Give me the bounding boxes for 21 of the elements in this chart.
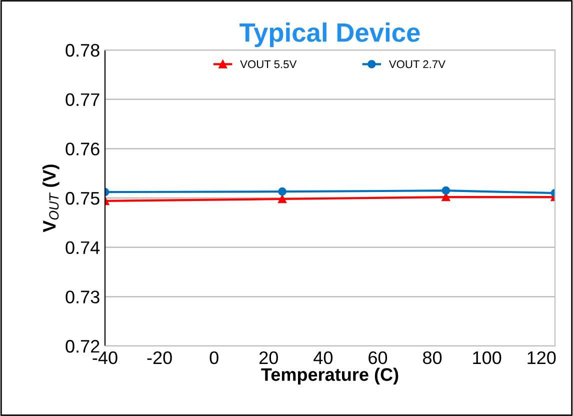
y-tick-label: 0.74 [66, 241, 100, 254]
y-axis-title: V$_{OUT}$ (V) [42, 164, 60, 232]
x-tick-label: 20 [260, 351, 278, 364]
y-tick-label: 0.73 [66, 290, 100, 304]
x-tick-label: 0 [210, 351, 218, 364]
y-tick-label: 0.76 [66, 142, 100, 156]
x-axis-title: Temperature (C) [261, 368, 398, 385]
x-tick-label: 80 [423, 351, 442, 364]
x-tick-label: -20 [147, 351, 172, 364]
x-tick-label: 120 [528, 351, 556, 364]
x-tick-label: -40 [92, 351, 118, 364]
chart-title: Typical Device [240, 22, 420, 48]
legend-label: VOUT 5.5V [240, 60, 297, 68]
x-tick-label: 100 [473, 351, 502, 364]
y-tick-label: 0.72 [66, 340, 100, 353]
legend-label: VOUT 2.7V [388, 60, 446, 68]
x-tick-label: 40 [314, 351, 333, 364]
x-tick-label: 60 [368, 351, 388, 364]
y-tick-label: 0.77 [66, 93, 100, 106]
y-tick-label: 0.78 [66, 44, 100, 57]
y-tick-label: 0.75 [66, 192, 100, 205]
